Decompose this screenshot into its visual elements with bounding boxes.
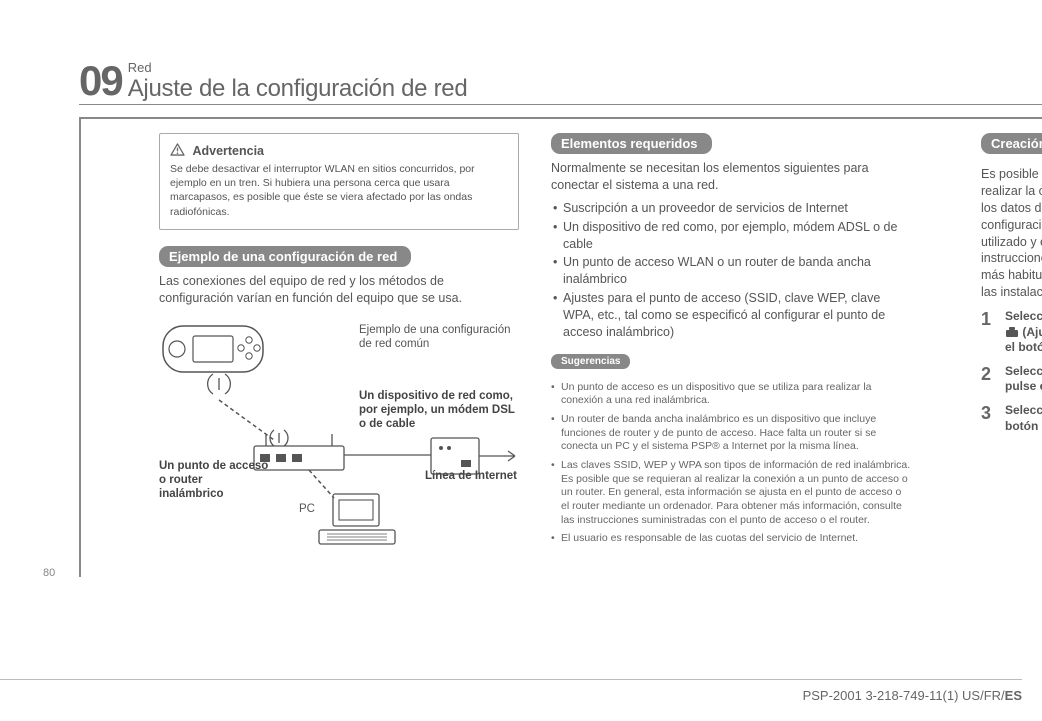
hint-item: Las claves SSID, WEP y WPA son tipos de … [551, 459, 911, 527]
warning-box: Advertencia Se debe desactivar el interr… [159, 133, 519, 230]
chapter-titles: Red Ajuste de la configuración de red [128, 61, 468, 102]
bleed-step-text: Selecc (Aju el botó [1005, 309, 1042, 356]
bleed-intro-line: Es posible a [981, 167, 1042, 181]
hints-list: Un punto de acceso es un dispositivo que… [551, 381, 911, 546]
diagram-label-ap: Un punto de acceso o router inalámbrico [159, 460, 269, 501]
bleed-intro-line: instruccione [981, 251, 1042, 265]
required-bullet: Un dispositivo de red como, por ejemplo,… [551, 219, 911, 253]
hint-item: El usuario es responsable de las cuotas … [551, 532, 911, 546]
page-number: 80 [43, 567, 55, 579]
bleed-step-text: Selecc botón [1005, 403, 1042, 434]
required-intro: Normalmente se necesitan los elementos s… [551, 160, 911, 194]
footer-text: PSP-2001 3-218-749-11(1) US/FR/ [803, 688, 1005, 703]
diagram-label-device: Un dispositivo de red como, por ejemplo,… [359, 390, 519, 431]
bleed-intro-line: configuració [981, 218, 1042, 232]
bleed-intro-line: utilizado y e [981, 235, 1042, 249]
diagram-svg [159, 320, 519, 550]
warning-title: Advertencia [192, 144, 264, 158]
column-left: Advertencia Se debe desactivar el interr… [159, 133, 519, 551]
required-bullet: Un punto de acceso WLAN o un router de b… [551, 254, 911, 288]
required-bullet: Suscripción a un proveedor de servicios … [551, 200, 911, 217]
chapter-number: 09 [79, 60, 122, 102]
required-bullet: Ajustes para el punto de acceso (SSID, c… [551, 290, 911, 341]
page-area: 09 Red Ajuste de la configuración de red… [79, 60, 1042, 577]
toolbox-icon [1005, 326, 1019, 338]
bleed-step: 2 Selecc pulse e [981, 364, 1042, 395]
bleed-header: Creación [981, 133, 1042, 154]
section-header-required: Elementos requeridos [551, 133, 712, 154]
bleed-step-text: Selecc pulse e [1005, 364, 1042, 395]
bleed-step: 3 Selecc botón [981, 403, 1042, 434]
diagram-label-line: Línea de Internet [425, 470, 517, 484]
warning-title-row: Advertencia [170, 142, 508, 160]
diagram-label-pc: PC [299, 503, 315, 517]
hint-item: Un punto de acceso es un dispositivo que… [551, 381, 911, 408]
required-bullets: Suscripción a un proveedor de servicios … [551, 200, 911, 341]
bleed-intro-line: las instalacio [981, 285, 1042, 299]
page-body: 80 Advertencia Se debe desactivar el int… [79, 117, 1042, 577]
example-intro: Las conexiones del equipo de red y los m… [159, 273, 519, 307]
next-page-bleed: Creación Es posible a realizar la co los… [981, 133, 1042, 442]
bleed-intro-line: más habitua [981, 268, 1042, 282]
warning-icon [170, 143, 185, 156]
bleed-intro: Es posible a realizar la co los datos de… [981, 166, 1042, 301]
warning-body: Se debe desactivar el interruptor WLAN e… [170, 162, 508, 219]
bleed-step-number: 2 [981, 364, 1005, 385]
network-diagram: Ejemplo de una configuración de red comú… [159, 320, 519, 550]
section-header-example: Ejemplo de una configuración de red [159, 246, 411, 267]
bleed-intro-line: realizar la co [981, 184, 1042, 198]
footer-text-bold: ES [1005, 688, 1022, 703]
bleed-step-number: 3 [981, 403, 1005, 424]
chapter-category: Red [128, 61, 468, 75]
hints-label: Sugerencias [551, 354, 630, 369]
column-right: Elementos requeridos Normalmente se nece… [551, 133, 911, 551]
page-footer: PSP-2001 3-218-749-11(1) US/FR/ES [0, 679, 1022, 703]
hint-item: Un router de banda ancha inalámbrico es … [551, 413, 911, 454]
columns: Advertencia Se debe desactivar el interr… [81, 133, 1042, 551]
left-rail: 80 [35, 119, 79, 579]
bleed-steps: 1 Selecc (Aju el botó 2 Selecc pulse e [981, 309, 1042, 434]
bleed-step-number: 1 [981, 309, 1005, 330]
chapter-header: 09 Red Ajuste de la configuración de red [79, 60, 1042, 105]
chapter-title: Ajuste de la configuración de red [128, 76, 468, 102]
bleed-step: 1 Selecc (Aju el botó [981, 309, 1042, 356]
bleed-intro-line: los datos de [981, 201, 1042, 215]
